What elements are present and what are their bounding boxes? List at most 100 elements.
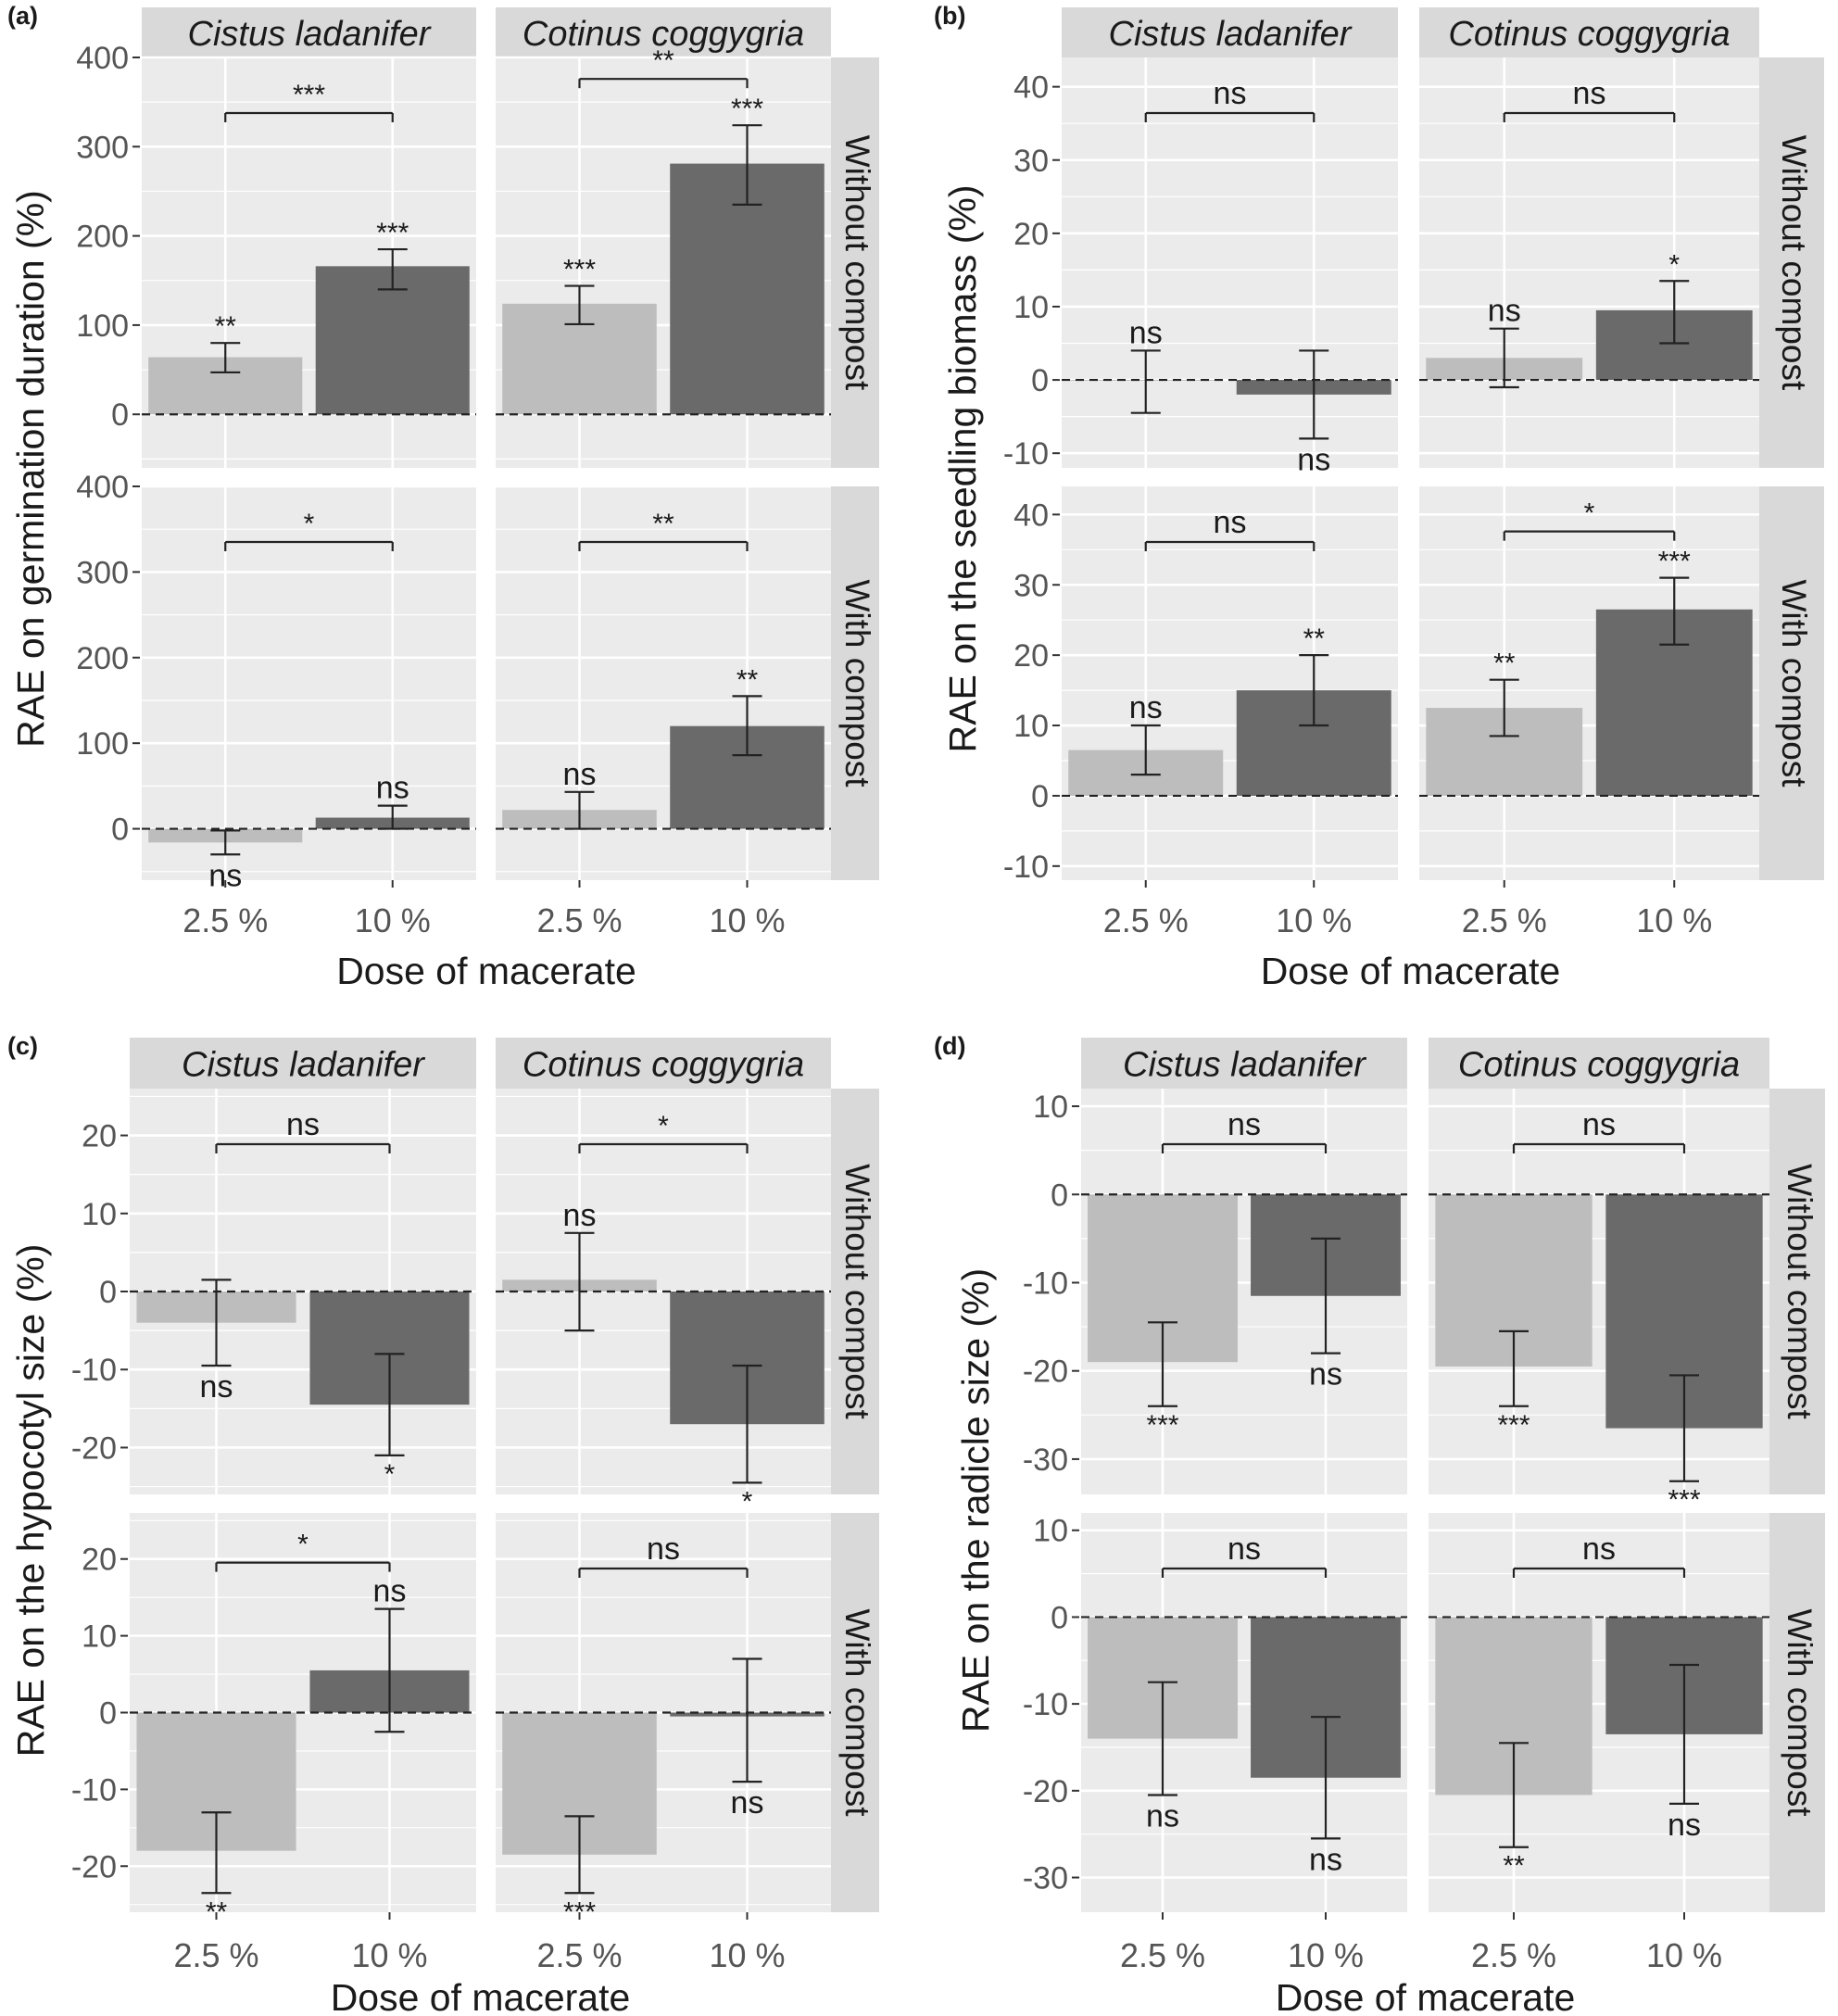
significance-label: ns [1146,1799,1179,1834]
comparison-label: *** [293,80,325,110]
significance-label: ns [1488,294,1521,329]
y-tick-label: 0 [1051,1600,1068,1635]
x-tick-label: 2.5 % [536,1936,622,1974]
facet-cell: ns * ns [1419,57,1759,468]
error-bar [1148,1681,1177,1796]
column-strip [142,7,476,57]
y-tick-label: -20 [71,1849,117,1884]
panel-label: (d) [934,1032,965,1060]
comparison-bracket: ns [1144,505,1316,551]
comparison-label: ns [1227,1107,1261,1142]
comparison-bracket: * [224,509,394,551]
comparison-label: ns [647,1531,680,1567]
y-tick-label: 100 [76,726,129,762]
chart-panel-c: (c) Cistus ladanifer Cotinus coggygria With… [7,1032,879,2016]
significance-label: ** [206,1896,228,1927]
y-tick-label: 20 [82,1119,117,1154]
error-bar [1130,724,1161,776]
y-tick-label: 0 [99,1696,117,1732]
column-strip-label: Cotinus coggygria [1458,1046,1740,1085]
y-tick-label: -20 [71,1430,117,1466]
comparison-bracket: ** [578,509,749,551]
panel-label: (c) [7,1032,38,1060]
comparison-label: ns [1582,1531,1616,1567]
column-strip [1081,1038,1407,1089]
comparison-label: ns [1573,76,1606,111]
y-axis-title: RAE on the radicle size (%) [954,1268,997,1732]
comparison-label: ns [1582,1107,1616,1142]
row-strip-label: With compost [1781,1608,1819,1817]
row-strip [831,1089,879,1494]
significance-label: ns [376,771,409,806]
significance-label: ** [1303,624,1326,654]
facet-cell: ns ** ** 2.5 % 10 % [496,485,831,939]
y-tick-label: -10 [1023,1687,1068,1722]
y-tick-label: 0 [99,1275,117,1310]
y-tick-label: 20 [82,1543,117,1578]
error-bar [732,1364,762,1484]
column-strip [496,1038,831,1089]
row-strip-label: Without compost [838,1164,876,1419]
facet-cell: *** *** ns [1429,1089,1769,1516]
x-tick-label: 10 % [709,1936,785,1974]
facet-cell: ns ns ns [1062,57,1398,477]
x-tick-label: 10 % [1636,901,1712,939]
error-bar [377,247,408,291]
significance-label: ns [1129,690,1163,725]
error-bar [564,284,595,326]
chart-panel-a: (a) Cistus ladanifer Cotinus coggygria With… [7,2,879,992]
y-tick-label: 40 [1013,70,1049,106]
comparison-label: ** [652,45,674,76]
comparison-label: * [658,1111,669,1141]
significance-label: ** [215,311,237,342]
y-tick-label: 300 [76,130,129,165]
significance-label: *** [1658,547,1691,577]
significance-label: ns [373,1574,407,1609]
significance-label: * [742,1486,753,1517]
error-bar [1669,1374,1699,1482]
y-axis-title: RAE on the seedling biomass (%) [941,184,984,752]
facet-cell: *** ns ns 2.5 % 10 % [496,1513,831,1974]
row-strip-label: Without compost [838,135,876,391]
error-bar [1311,1716,1341,1840]
y-tick-label: -10 [71,1772,117,1808]
error-bar [1489,327,1519,389]
significance-label: ** [1503,1851,1525,1882]
y-tick-label: 0 [111,397,129,433]
error-bar [732,124,762,207]
y-tick-label: -10 [1003,436,1049,472]
y-tick-label: 10 [82,1197,117,1232]
y-tick-label: 10 [1013,290,1049,325]
comparison-label: * [1584,498,1595,529]
comparison-label: ns [286,1107,320,1142]
significance-label: ns [1309,1357,1342,1392]
error-bar [201,1279,232,1367]
significance-label: *** [563,1896,596,1927]
x-tick-label: 2.5 % [183,901,268,939]
comparison-bracket: ns [1161,1107,1328,1153]
error-bar [564,1231,595,1332]
facet-cell: ns * ns [130,1089,476,1494]
y-tick-label: -10 [1003,850,1049,885]
comparison-bracket: ns [1144,76,1316,122]
comparison-bracket: ns [1161,1531,1328,1578]
x-axis-title: Dose of macerate [336,950,636,992]
error-bar [210,342,241,374]
x-tick-label: 10 % [1276,901,1352,939]
x-tick-label: 10 % [355,901,431,939]
facet-cell: ** ns * 2.5 % 10 % [130,1513,476,1974]
y-tick-label: 40 [1013,498,1049,533]
column-strip [1429,1038,1769,1089]
row-strip-label: With compost [838,1608,876,1817]
comparison-label: ns [1214,76,1247,111]
error-bar [1669,1663,1699,1805]
comparison-bracket: *** [224,80,394,122]
comparison-label: ** [652,509,674,539]
y-tick-label: 200 [76,641,129,676]
row-strip [831,57,879,468]
row-strip [831,486,879,880]
facet-cell: ******2.5 % 10 % [1419,486,1759,939]
row-strip [1769,1513,1825,1912]
significance-label: ns [1668,1808,1701,1843]
y-tick-label: -30 [1023,1443,1068,1478]
